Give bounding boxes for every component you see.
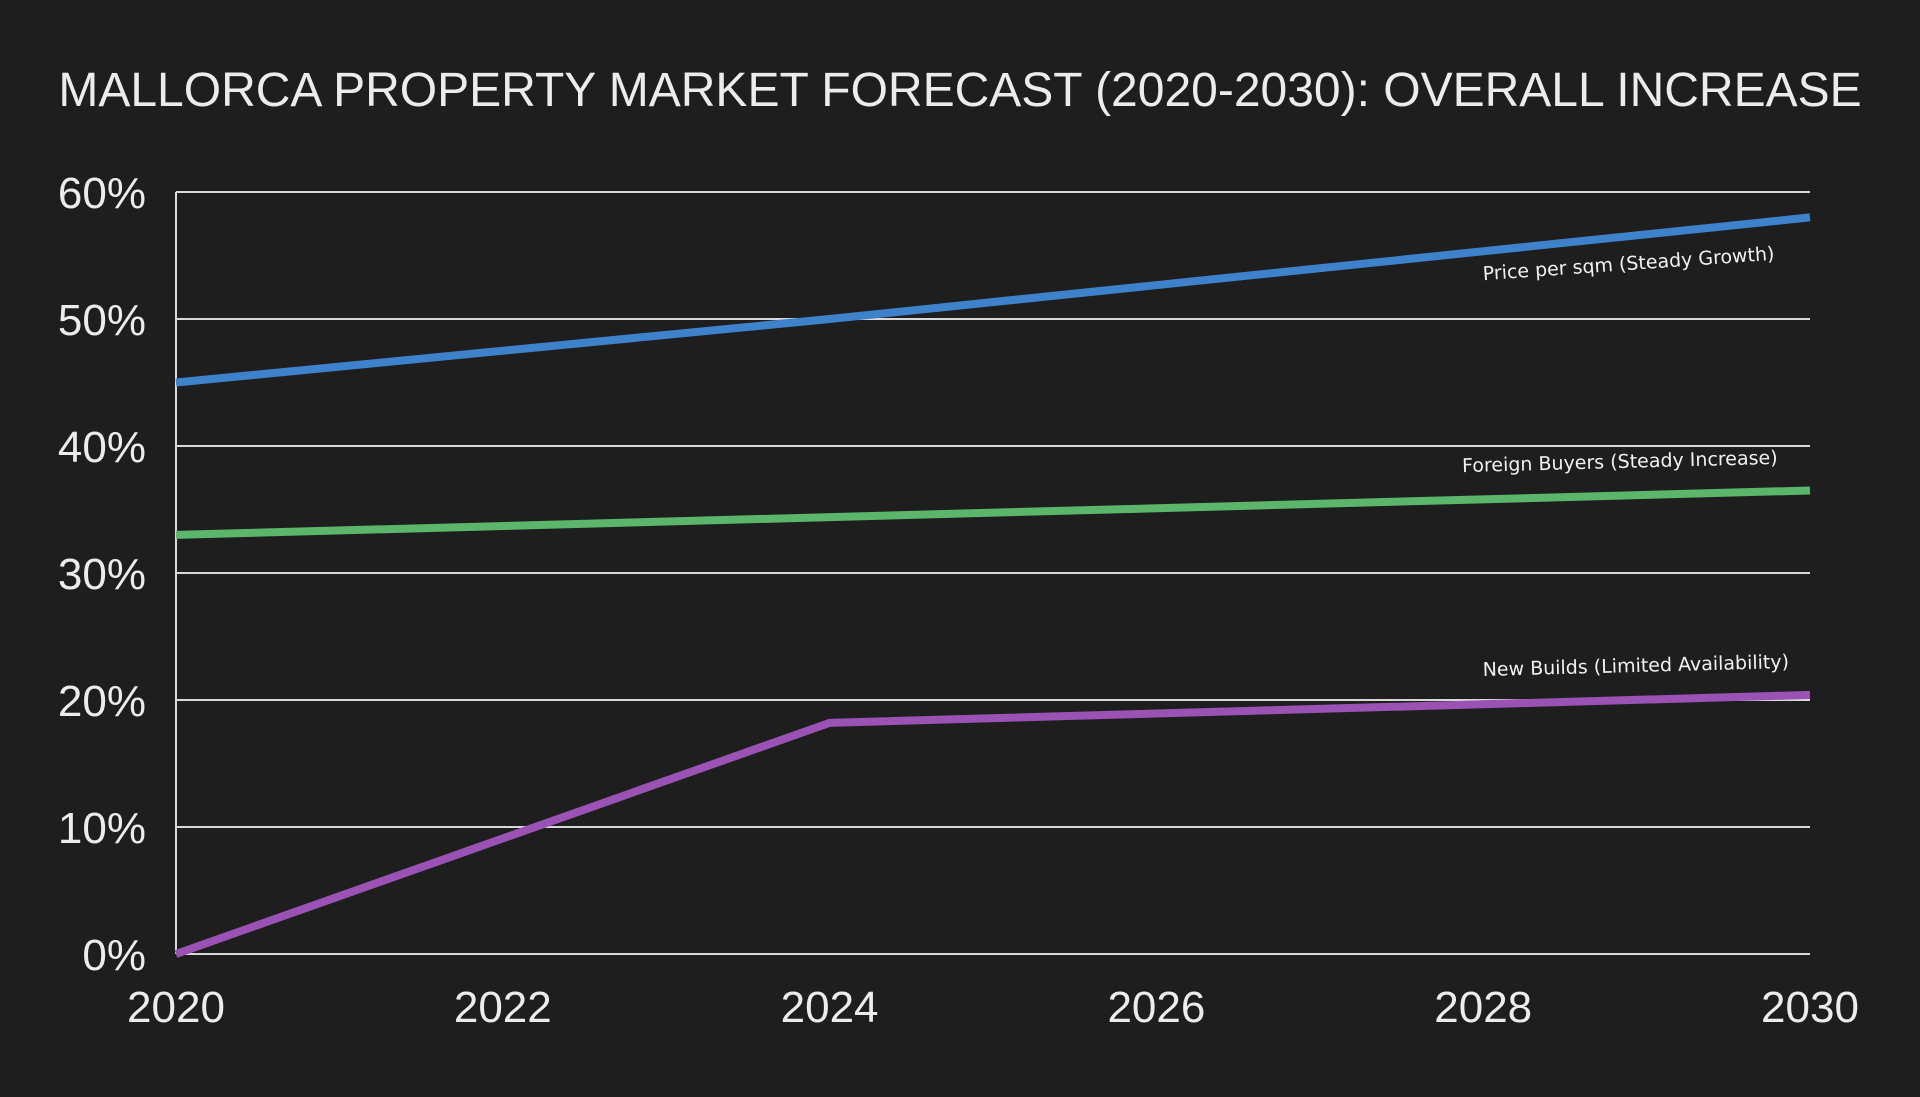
y-tick-label: 60% [58,169,146,218]
y-tick-label: 10% [58,804,146,853]
chart-title: MALLORCA PROPERTY MARKET FORECAST (2020-… [58,64,1861,117]
series-line-3 [174,690,1811,958]
x-tick-label: 2030 [1761,983,1859,1032]
series-line-2 [175,486,1811,539]
x-tick-label: 2026 [1107,983,1205,1032]
x-tick-label: 2028 [1434,983,1532,1032]
y-tick-label: 20% [58,677,146,726]
series-line-1 [175,213,1811,387]
y-tick-label: 50% [58,296,146,345]
x-tick-label: 2022 [454,983,552,1032]
series-label: New Builds (Limited Availability) [1482,651,1789,681]
y-tick-label: 0% [82,931,146,980]
y-tick-label: 40% [58,423,146,472]
series-label: Foreign Buyers (Steady Increase) [1462,447,1778,477]
y-tick-label: 30% [58,550,146,599]
x-tick-label: 2024 [781,983,879,1032]
x-tick-label: 2020 [127,983,225,1032]
